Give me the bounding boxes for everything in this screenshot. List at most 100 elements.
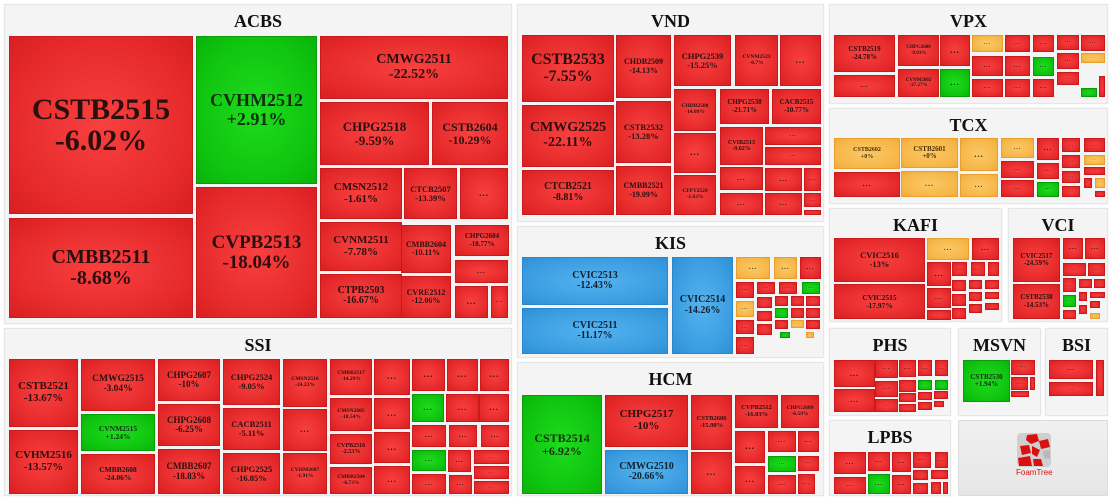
tile-collapsed[interactable]: ... xyxy=(1057,35,1079,50)
tile-collapsed[interactable]: ... xyxy=(283,409,327,451)
tile-collapsed[interactable]: ... xyxy=(802,282,820,294)
tile-collapsed[interactable]: ... xyxy=(913,470,928,480)
tile-cvic2511[interactable]: CVIC2511 -11.17% xyxy=(522,308,668,354)
tile-collapsed[interactable]: ... xyxy=(449,425,477,447)
tile-collapsed[interactable]: ... xyxy=(1057,53,1079,69)
tile-collapsed[interactable]: ... xyxy=(674,133,716,173)
tile-cstb2538[interactable]: CSTB2538 -14.53% xyxy=(1013,284,1060,319)
tile-cmwg2515[interactable]: CMWG2515 -3.04% xyxy=(81,359,155,411)
tile-collapsed[interactable]: ... xyxy=(720,193,763,215)
tile-collapsed[interactable]: ... xyxy=(412,394,444,422)
tile-collapsed[interactable]: ... xyxy=(927,262,951,286)
tile-collapsed[interactable]: ... xyxy=(1005,35,1030,52)
tile-collapsed[interactable]: ... xyxy=(927,238,969,260)
tile-cmbb2517[interactable]: CMBB2517 -14.29% xyxy=(330,359,372,395)
tile-collapsed[interactable]: ... xyxy=(952,262,967,276)
tile-collapsed[interactable]: ... xyxy=(927,310,951,320)
tile-collapsed[interactable]: ... xyxy=(1063,295,1076,307)
tile-collapsed[interactable]: ... xyxy=(780,35,821,86)
tile-cstb2514[interactable]: CSTB2514 +6.92% xyxy=(522,395,602,494)
tile-collapsed[interactable]: ... xyxy=(918,392,932,400)
tile-collapsed[interactable]: ... xyxy=(775,320,788,329)
tile-cvhm2516[interactable]: CVHM2516 -13.57% xyxy=(9,430,78,494)
tile-collapsed[interactable]: ... xyxy=(800,257,821,279)
tile-collapsed[interactable]: ... xyxy=(774,257,797,279)
tile-collapsed[interactable]: ... xyxy=(1062,138,1080,152)
tile-collapsed[interactable]: ... xyxy=(985,292,999,299)
tile-collapsed[interactable]: ... xyxy=(1094,279,1105,288)
tile-collapsed[interactable]: ... xyxy=(804,193,821,207)
tile-collapsed[interactable]: ... xyxy=(1062,171,1080,183)
tile-cvnm2523[interactable]: CVNM2523 -0.7% xyxy=(735,35,778,86)
tile-collapsed[interactable]: ... xyxy=(935,452,948,468)
tile-collapsed[interactable]: ... xyxy=(455,286,488,318)
tile-collapsed[interactable]: ... xyxy=(969,280,982,289)
tile-collapsed[interactable]: ... xyxy=(834,75,895,97)
tile-collapsed[interactable]: ... xyxy=(892,452,911,472)
tile-collapsed[interactable]: ... xyxy=(1005,56,1030,76)
tile-collapsed[interactable]: ... xyxy=(474,466,509,479)
tile-cvre2512[interactable]: CVRE2512 -12.06% xyxy=(401,276,451,318)
tile-cfpt2529[interactable]: CFPT2529 -1.63% xyxy=(674,175,716,215)
tile-ctpb2503[interactable]: CTPB2503 -16.67% xyxy=(320,274,402,318)
tile-collapsed[interactable]: ... xyxy=(1037,163,1059,179)
tile-cmsn2605[interactable]: CMSN2605 -18.54% xyxy=(330,398,372,431)
tile-collapsed[interactable]: ... xyxy=(448,450,471,472)
tile-collapsed[interactable]: ... xyxy=(1063,263,1086,276)
tile-collapsed[interactable]: ... xyxy=(1090,301,1100,308)
tile-cmbb2607[interactable]: CMBB2607 -18.83% xyxy=(158,449,220,494)
tile-collapsed[interactable]: ... xyxy=(834,360,875,387)
tile-cstb2530[interactable]: CSTB2530 +1.94% xyxy=(963,360,1010,402)
tile-collapsed[interactable]: ... xyxy=(768,456,796,472)
tile-collapsed[interactable]: ... xyxy=(931,470,948,479)
tile-collapsed[interactable]: ... xyxy=(969,304,982,313)
tile-collapsed[interactable]: ... xyxy=(412,359,445,391)
tile-cvpb2512[interactable]: CVPB2512 -16.03% xyxy=(735,395,778,428)
tile-chdb2508[interactable]: CHDB2508 -14.09% xyxy=(674,89,716,131)
tile-collapsed[interactable]: ... xyxy=(985,303,999,310)
tile-collapsed[interactable]: ... xyxy=(1096,360,1104,396)
tile-collapsed[interactable]: ... xyxy=(1063,238,1083,259)
tile-collapsed[interactable]: ... xyxy=(940,69,970,97)
tile-chpg2518[interactable]: CHPG2518 -9.59% xyxy=(320,102,429,165)
tile-cvnm2602[interactable]: CVNM2602 -27.27% xyxy=(898,69,939,97)
tile-collapsed[interactable]: ... xyxy=(952,280,966,291)
tile-chpg2525[interactable]: CHPG2525 -16.85% xyxy=(223,453,280,494)
tile-collapsed[interactable]: ... xyxy=(1079,292,1087,301)
tile-collapsed[interactable]: ... xyxy=(736,282,754,298)
tile-collapsed[interactable]: ... xyxy=(765,127,821,145)
tile-ctcb2521[interactable]: CTCB2521 -8.81% xyxy=(522,170,614,215)
tile-collapsed[interactable]: ... xyxy=(1088,263,1105,276)
tile-collapsed[interactable]: ... xyxy=(736,257,770,279)
tile-chpg2517[interactable]: CHPG2517 -10% xyxy=(605,395,688,447)
tile-collapsed[interactable]: ... xyxy=(834,452,866,474)
tile-collapsed[interactable]: ... xyxy=(899,360,916,377)
tile-collapsed[interactable]: ... xyxy=(447,359,478,391)
tile-collapsed[interactable]: ... xyxy=(971,262,985,276)
tile-collapsed[interactable]: ... xyxy=(757,282,775,294)
tile-collapsed[interactable]: ... xyxy=(804,168,821,191)
tile-collapsed[interactable]: ... xyxy=(1011,391,1029,397)
tile-collapsed[interactable]: ... xyxy=(1085,238,1105,259)
tile-collapsed[interactable]: ... xyxy=(985,280,999,289)
tile-cmwg2525[interactable]: CMWG2525 -22.11% xyxy=(522,105,614,167)
tile-collapsed[interactable]: ... xyxy=(775,308,788,318)
tile-collapsed[interactable]: ... xyxy=(899,404,916,412)
tile-collapsed[interactable]: ... xyxy=(875,360,898,378)
tile-collapsed[interactable]: ... xyxy=(969,292,982,301)
tile-collapsed[interactable]: ... xyxy=(834,477,866,494)
tile-collapsed[interactable]: ... xyxy=(1057,72,1079,85)
tile-collapsed[interactable]: ... xyxy=(918,360,932,376)
tile-collapsed[interactable]: ... xyxy=(1033,35,1054,52)
tile-cvic2513[interactable]: CVIC2513 -12.43% xyxy=(522,257,668,305)
tile-collapsed[interactable]: ... xyxy=(1037,182,1059,197)
tile-cstb2601[interactable]: CSTB2601 +0% xyxy=(901,138,958,168)
tile-collapsed[interactable]: ... xyxy=(1084,155,1105,165)
tile-collapsed[interactable]: ... xyxy=(374,466,410,494)
tile-collapsed[interactable]: ... xyxy=(934,391,948,399)
tile-collapsed[interactable]: ... xyxy=(1033,79,1054,97)
tile-collapsed[interactable]: ... xyxy=(798,456,819,471)
tile-cmsn2512[interactable]: CMSN2512 -1.61% xyxy=(320,168,402,219)
tile-collapsed[interactable]: ... xyxy=(735,466,765,494)
tile-collapsed[interactable]: ... xyxy=(913,483,928,494)
